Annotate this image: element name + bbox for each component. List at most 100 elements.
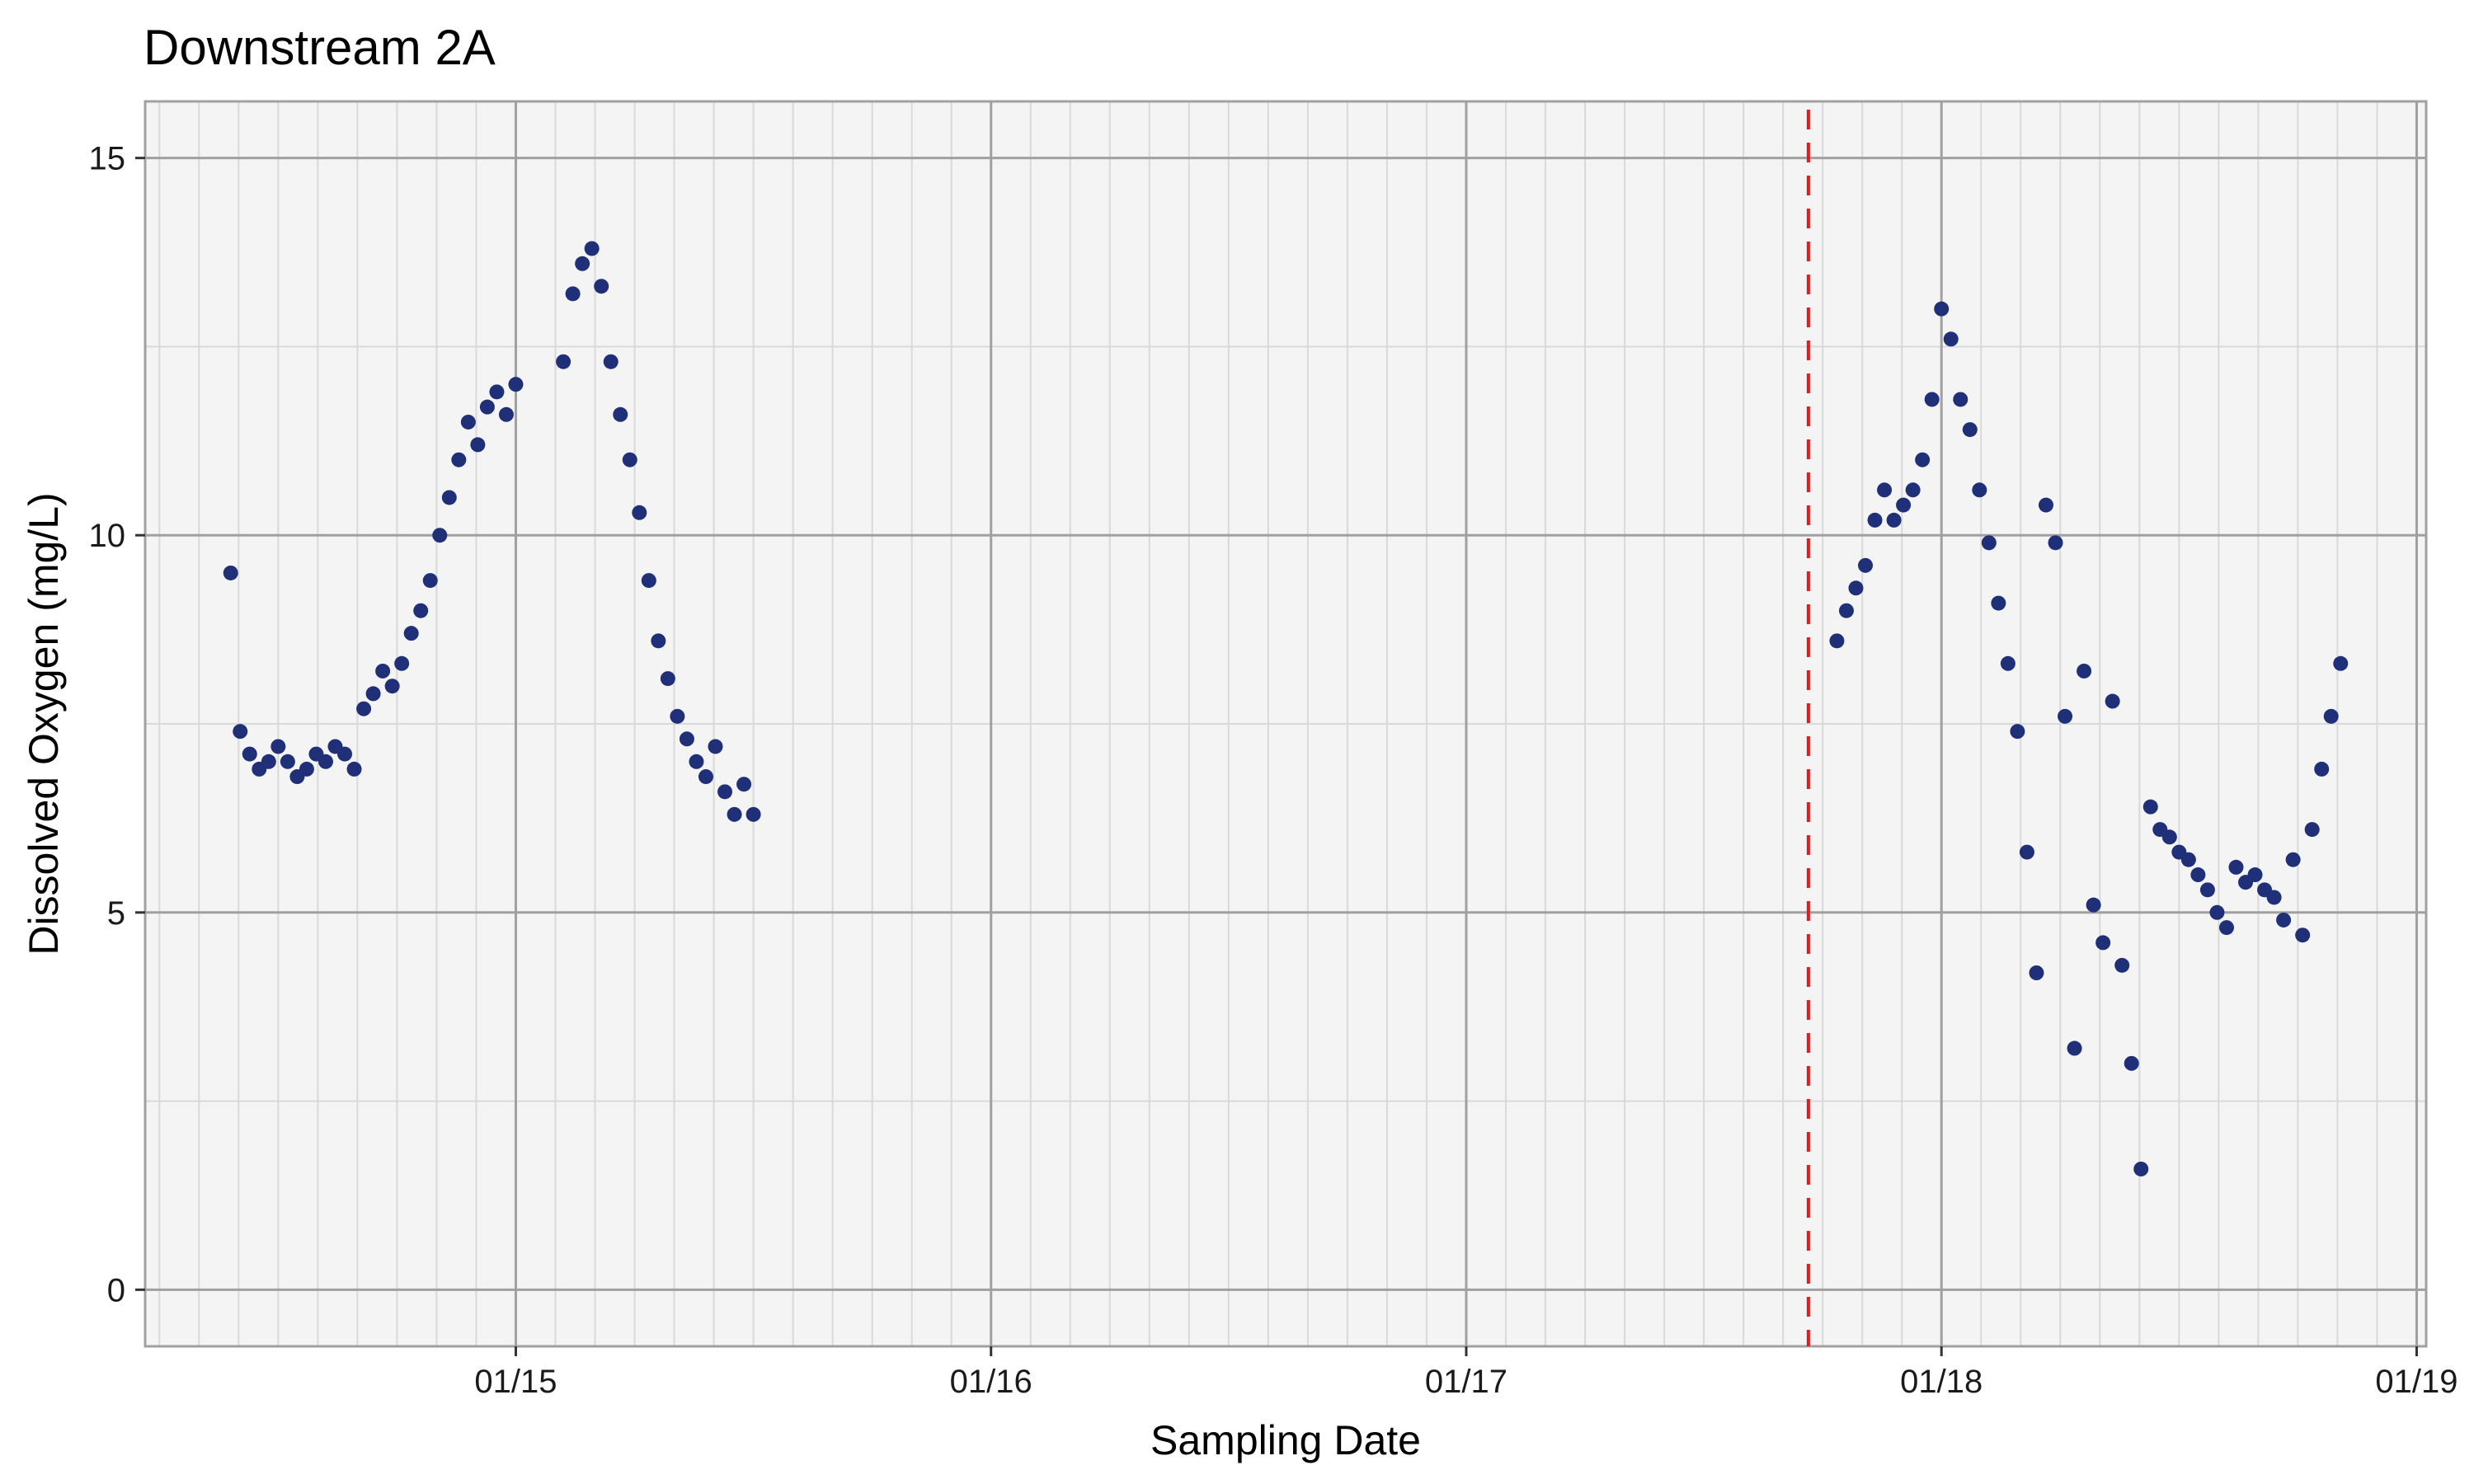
data-point bbox=[337, 746, 353, 762]
data-point bbox=[422, 573, 438, 589]
data-point bbox=[2133, 1161, 2149, 1176]
data-point bbox=[2105, 693, 2120, 709]
data-point bbox=[460, 414, 476, 430]
x-tick-label: 01/16 bbox=[950, 1364, 1032, 1400]
data-point bbox=[1829, 633, 1845, 649]
data-point bbox=[280, 754, 295, 769]
data-point bbox=[565, 286, 581, 302]
data-point bbox=[508, 377, 524, 392]
data-point bbox=[242, 746, 257, 762]
data-point bbox=[233, 724, 248, 740]
data-point bbox=[2295, 928, 2311, 943]
data-point bbox=[2323, 708, 2339, 724]
data-point bbox=[2142, 799, 2158, 815]
data-point bbox=[451, 452, 467, 467]
data-point bbox=[2199, 882, 2215, 898]
data-point bbox=[2266, 890, 2282, 905]
data-point bbox=[2285, 852, 2301, 867]
data-point bbox=[1972, 482, 1987, 498]
data-point bbox=[1991, 595, 2006, 611]
data-point bbox=[1877, 482, 1893, 498]
x-axis-ticks: 01/15 01/16 01/17 01/18 01/19 bbox=[474, 1346, 2458, 1400]
data-point bbox=[1896, 497, 1912, 513]
panel-border bbox=[143, 100, 2428, 1348]
y-tick-label: 5 bbox=[107, 895, 125, 932]
x-tick-label: 01/15 bbox=[474, 1364, 557, 1400]
data-point bbox=[2086, 897, 2101, 913]
data-point bbox=[2077, 663, 2092, 679]
data-point bbox=[317, 754, 333, 769]
data-point bbox=[575, 256, 590, 271]
data-point bbox=[489, 384, 505, 400]
data-point bbox=[223, 565, 238, 580]
data-point bbox=[1981, 535, 1997, 551]
data-point bbox=[2161, 829, 2177, 845]
y-tick-label: 10 bbox=[89, 518, 126, 554]
data-point bbox=[479, 399, 495, 415]
data-point bbox=[2304, 822, 2320, 838]
data-point bbox=[2247, 867, 2263, 883]
data-point bbox=[1867, 512, 1883, 528]
data-point bbox=[2039, 497, 2053, 513]
x-axis-label: Sampling Date bbox=[1150, 1417, 1421, 1463]
y-tick-label: 15 bbox=[89, 141, 126, 177]
data-point bbox=[2029, 965, 2044, 980]
data-point bbox=[1838, 603, 1854, 618]
data-point bbox=[698, 769, 713, 785]
data-point bbox=[603, 354, 618, 369]
data-point bbox=[670, 708, 685, 724]
data-point bbox=[2095, 935, 2111, 951]
data-point bbox=[270, 739, 286, 754]
data-point bbox=[2048, 535, 2063, 551]
data-point bbox=[717, 784, 733, 800]
data-point bbox=[299, 761, 314, 777]
data-point bbox=[2276, 912, 2292, 928]
data-points bbox=[223, 241, 2349, 1176]
data-point bbox=[2067, 1040, 2082, 1056]
data-point bbox=[2019, 844, 2034, 860]
data-point bbox=[594, 279, 609, 294]
data-point bbox=[346, 761, 362, 777]
chart-title: Downstream 2A bbox=[143, 20, 496, 75]
data-point bbox=[1934, 301, 1950, 317]
data-point bbox=[613, 406, 628, 422]
data-point bbox=[384, 679, 400, 694]
data-point bbox=[394, 655, 410, 671]
y-axis-ticks: 0 5 10 15 bbox=[89, 141, 145, 1308]
data-point bbox=[651, 633, 666, 649]
data-point bbox=[1953, 392, 1968, 407]
data-point bbox=[622, 452, 637, 467]
data-point bbox=[679, 731, 694, 747]
data-point bbox=[2114, 957, 2130, 973]
data-point bbox=[708, 739, 723, 754]
data-point bbox=[1848, 580, 1864, 596]
data-point bbox=[745, 806, 761, 822]
data-point bbox=[689, 754, 704, 769]
x-tick-label: 01/17 bbox=[1425, 1364, 1507, 1400]
data-point bbox=[498, 406, 514, 422]
data-point bbox=[2209, 904, 2225, 920]
data-point bbox=[441, 490, 457, 505]
data-point bbox=[2333, 655, 2349, 671]
data-point bbox=[2190, 867, 2206, 883]
data-point bbox=[2124, 1055, 2139, 1071]
data-point bbox=[413, 603, 429, 618]
data-point bbox=[1886, 512, 1902, 528]
data-point bbox=[641, 573, 656, 589]
data-point bbox=[470, 437, 486, 453]
x-tick-label: 01/18 bbox=[1900, 1364, 1982, 1400]
data-point bbox=[261, 754, 276, 769]
data-point bbox=[2314, 761, 2330, 777]
data-point bbox=[365, 686, 381, 702]
y-axis-label: Dissolved Oxygen (mg/L) bbox=[21, 492, 67, 955]
data-point bbox=[375, 663, 391, 679]
data-point bbox=[736, 777, 752, 792]
data-point bbox=[1943, 331, 1959, 347]
grid-lines bbox=[143, 100, 2428, 1348]
data-point bbox=[1962, 422, 1978, 438]
data-point bbox=[2010, 724, 2025, 740]
data-point bbox=[2058, 708, 2073, 724]
data-point bbox=[2228, 859, 2244, 875]
y-tick-label: 0 bbox=[107, 1272, 125, 1308]
